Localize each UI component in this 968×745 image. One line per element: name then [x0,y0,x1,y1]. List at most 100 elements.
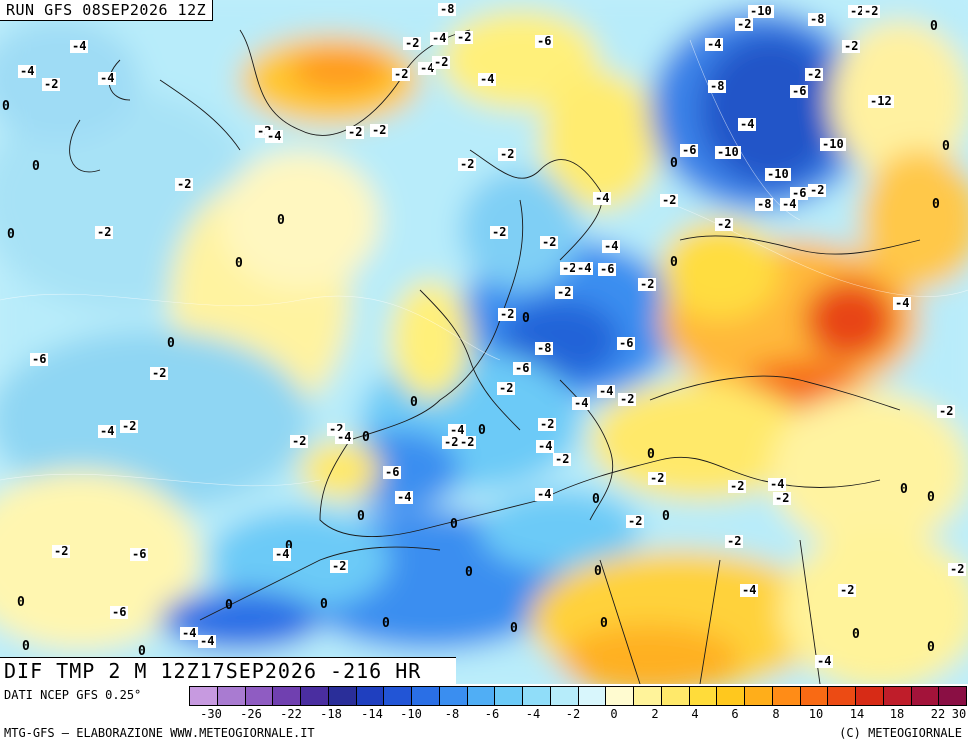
isoline-label: -4 [740,583,759,597]
color-swatch [356,687,385,705]
legend-panel: DATI NCEP GFS 0.25° -30 -26 -22 -18 -14 -10 -8… [0,684,968,745]
color-swatch [856,687,884,705]
isoline-label: 0 [285,539,293,554]
isoline-label: -4 [448,423,467,437]
isoline-label: -4 [418,61,437,75]
isoline-label: -4 [478,72,497,86]
credit-right: (C) METEOGIORNALE [839,726,962,740]
scale-tick-label: -8 [444,707,460,721]
scale-tick-label: 10 [808,707,824,721]
isoline-label: 0 [32,159,40,174]
temperature-anomaly-map [0,0,968,684]
isoline-label: -4 [575,261,594,275]
isoline-label: -4 [768,477,787,491]
isoline-label: -2 [805,67,824,81]
isoline-label: 0 [942,139,950,154]
isoline-label: -8 [755,197,774,211]
isoline-label: -2 [392,67,411,81]
isoline-label: -2 [42,77,61,91]
isoline-label: 0 [225,598,233,613]
isoline-label: -2 [150,366,169,380]
isoline-label: -4 [815,654,834,668]
scale-tick-label: -10 [400,707,422,721]
isoline-label: -2 [618,392,637,406]
isoline-label: -2 [848,4,867,18]
isoline-label: -2 [538,417,557,431]
coastlines [69,29,921,684]
isoline-label: -2 [725,534,744,548]
isoline-label: 0 [7,227,15,242]
color-swatch [467,687,496,705]
color-swatch [772,687,801,705]
isoline-label: -2 [95,225,114,239]
isoline-label: -4 [180,626,199,640]
color-scale-ticks: -30 -26 -22 -18 -14 -10 -8 -6 -4 -2 0 2 4 6 8 10 14 18 22 3… [189,707,967,723]
isoline-label: 0 [17,595,25,610]
isoline-label: 0 [522,311,530,326]
isoline-label: -8 [708,79,727,93]
isoline-label: 0 [478,423,486,438]
isoline-label: -2 [175,177,194,191]
color-scale-bar [189,686,967,706]
color-swatch [328,687,357,705]
color-swatch [217,687,246,705]
scale-tick-label: 4 [691,707,699,721]
isoline-label: -2 [648,471,667,485]
anomaly-fill [0,0,968,684]
isoline-label: -6 [617,336,636,350]
isoline-label: -2 [862,4,881,18]
isoline-label: 0 [852,627,860,642]
isoline-label: -2 [553,452,572,466]
isoline-label: -2 [638,277,657,291]
isoline-label: -6 [790,84,809,98]
isoline-label: -4 [98,424,117,438]
scale-tick-label: 2 [651,707,659,721]
isoline-label: 0 [670,156,678,171]
scale-tick-label: 22 [930,707,946,721]
color-swatch [634,687,662,705]
isoline-label: -2 [937,404,956,418]
isoline-label: 0 [382,616,390,631]
isoline-label: -6 [130,547,149,561]
isoline-label: -4 [738,117,757,131]
isoline-label: -4 [430,31,449,45]
color-swatch [606,687,634,705]
isoline-label: 0 [594,564,602,579]
isoline-label: -4 [593,191,612,205]
isoline-label: 0 [930,19,938,34]
isoline-label: -8 [808,12,827,26]
color-swatch [800,687,829,705]
isoline-label: 0 [932,197,940,212]
isoline-label: 0 [465,565,473,580]
scale-tick-label: -4 [525,707,541,721]
isoline-label: -4 [780,197,799,211]
isoline-label: -2 [458,157,477,171]
isoline-label: 0 [357,509,365,524]
isoline-label: -4 [705,37,724,51]
isoline-label: 0 [138,644,146,659]
isoline-label: -2 [120,419,139,433]
isoline-label: -6 [383,465,402,479]
color-swatch [661,687,690,705]
field-title: DIF TMP 2 M 12Z17SEP2026 -216 HR [0,657,456,684]
isoline-label: 0 [900,482,908,497]
isoline-label: -6 [598,262,617,276]
isoline-label: -4 [535,487,554,501]
scale-tick-label: -2 [565,707,581,721]
isoline-label: -10 [715,145,741,159]
color-swatch [828,687,856,705]
run-title: RUN GFS 08SEP2026 12Z [0,0,214,21]
color-swatch [550,687,579,705]
isoline-label: -2 [773,491,792,505]
isoline-label: -2 [555,285,574,299]
isoline-label: -10 [765,167,791,181]
color-swatch [939,687,966,705]
color-swatch [439,687,468,705]
isoline-label: -4 [597,384,616,398]
isoline-label: -8 [438,2,457,16]
isotherms [0,39,968,487]
color-swatch [883,687,912,705]
scale-tick-label: 0 [610,707,618,721]
isoline-label: -6 [30,352,49,366]
isoline-label: -2 [442,435,461,449]
